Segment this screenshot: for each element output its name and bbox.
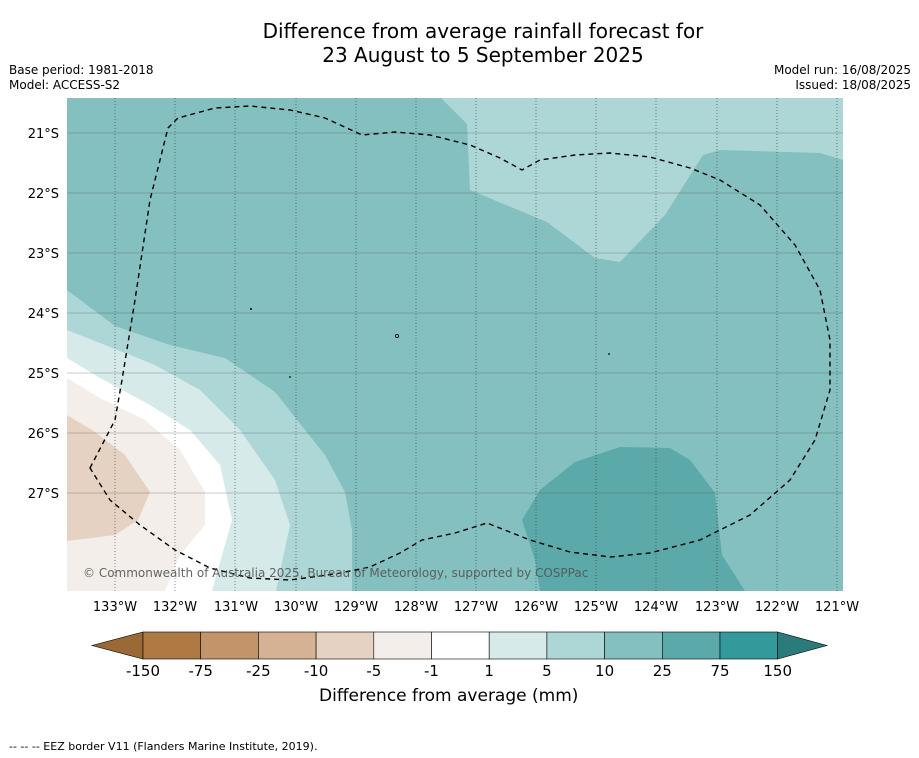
island-marker xyxy=(608,353,610,355)
lon-label: 129°W xyxy=(334,600,378,615)
island-marker xyxy=(250,308,252,310)
colorbar-tick-label: -150 xyxy=(126,662,160,680)
copyright-notice: © Commonwealth of Australia 2025, Bureau… xyxy=(83,566,589,580)
colorbar-tick-label: -75 xyxy=(188,662,213,680)
latitude-lines xyxy=(67,132,843,494)
model-run: Model run: 16/08/2025 xyxy=(773,63,911,77)
colorbar-title: Difference from average (mm) xyxy=(319,686,579,706)
colorbar-segment xyxy=(142,631,202,660)
lat-label: 24°S xyxy=(28,307,59,322)
colorbar-segment xyxy=(719,631,779,660)
colorbar-tick-label: -10 xyxy=(304,662,329,680)
page-title: Difference from average rainfall forecas… xyxy=(0,19,919,67)
lon-label: 130°W xyxy=(274,600,318,615)
title-line-1: Difference from average rainfall forecas… xyxy=(262,19,704,43)
lat-label: 22°S xyxy=(28,187,59,202)
lon-label: 124°W xyxy=(634,600,678,615)
base-period: Base period: 1981-2018 xyxy=(9,63,154,77)
colorbar-segment xyxy=(258,631,317,660)
colorbar-segment xyxy=(604,631,663,660)
island-marker xyxy=(289,376,291,378)
colorbar-segment xyxy=(431,631,490,660)
lon-label: 132°W xyxy=(153,600,197,615)
colorbar-segment xyxy=(488,631,548,660)
lat-label: 21°S xyxy=(28,127,59,142)
lon-label: 125°W xyxy=(574,600,618,615)
lat-label: 27°S xyxy=(28,487,59,502)
lat-label: 26°S xyxy=(28,427,59,442)
colorbar-tick-label: -1 xyxy=(424,662,439,680)
eez-border xyxy=(89,105,831,581)
colorbar-segment xyxy=(546,631,605,660)
lon-label: 126°W xyxy=(514,600,558,615)
lon-label: 122°W xyxy=(755,600,799,615)
colorbar-tick-label: 5 xyxy=(542,662,552,680)
meta-left: Base period: 1981-2018 Model: ACCESS-S2 xyxy=(9,63,154,93)
colorbar-tick-label: -5 xyxy=(366,662,381,680)
colorbar-tick-label: 10 xyxy=(595,662,614,680)
colorbar-tick-label: 75 xyxy=(710,662,729,680)
issued-date: Issued: 18/08/2025 xyxy=(795,78,911,92)
colorbar-segment xyxy=(661,631,721,660)
colorbar: -150 -75 -25 -10 -5 -1 1 5 10 25 75 150 xyxy=(90,631,829,680)
colorbar-extend-low xyxy=(90,631,144,660)
meta-right: Model run: 16/08/2025 Issued: 18/08/2025 xyxy=(774,63,911,93)
lon-label: 127°W xyxy=(454,600,498,615)
latitude-labels: 21°S 22°S 23°S 24°S 25°S 26°S 27°S xyxy=(28,127,59,502)
region-5-10mm-north xyxy=(441,98,843,262)
island-marker xyxy=(394,333,399,338)
map-plot-area xyxy=(67,98,843,591)
lon-label: 128°W xyxy=(394,600,438,615)
region-25-75mm xyxy=(522,447,745,591)
colorbar-tick-label: 25 xyxy=(653,662,672,680)
lon-label: 121°W xyxy=(815,600,859,615)
eez-border-note: -- -- -- EEZ border V11 (Flanders Marine… xyxy=(9,740,318,753)
longitude-labels: 133°W 132°W 131°W 130°W 129°W 128°W 127°… xyxy=(93,600,859,615)
colorbar-extend-high xyxy=(777,631,829,660)
colorbar-segment xyxy=(315,631,375,660)
title-line-2: 23 August to 5 September 2025 xyxy=(322,43,644,67)
lat-label: 25°S xyxy=(28,367,59,382)
colorbar-segment xyxy=(373,631,432,660)
region-minus-10-minus-5mm xyxy=(67,415,150,541)
graticule xyxy=(114,98,838,591)
lon-label: 131°W xyxy=(214,600,258,615)
colorbar-tick-label: -25 xyxy=(246,662,271,680)
colorbar-segment xyxy=(200,631,259,660)
lon-label: 133°W xyxy=(93,600,137,615)
lat-label: 23°S xyxy=(28,247,59,262)
lon-label: 123°W xyxy=(695,600,739,615)
colorbar-tick-label: 150 xyxy=(763,662,792,680)
model-name: Model: ACCESS-S2 xyxy=(9,78,121,92)
colorbar-tick-label: 1 xyxy=(484,662,494,680)
